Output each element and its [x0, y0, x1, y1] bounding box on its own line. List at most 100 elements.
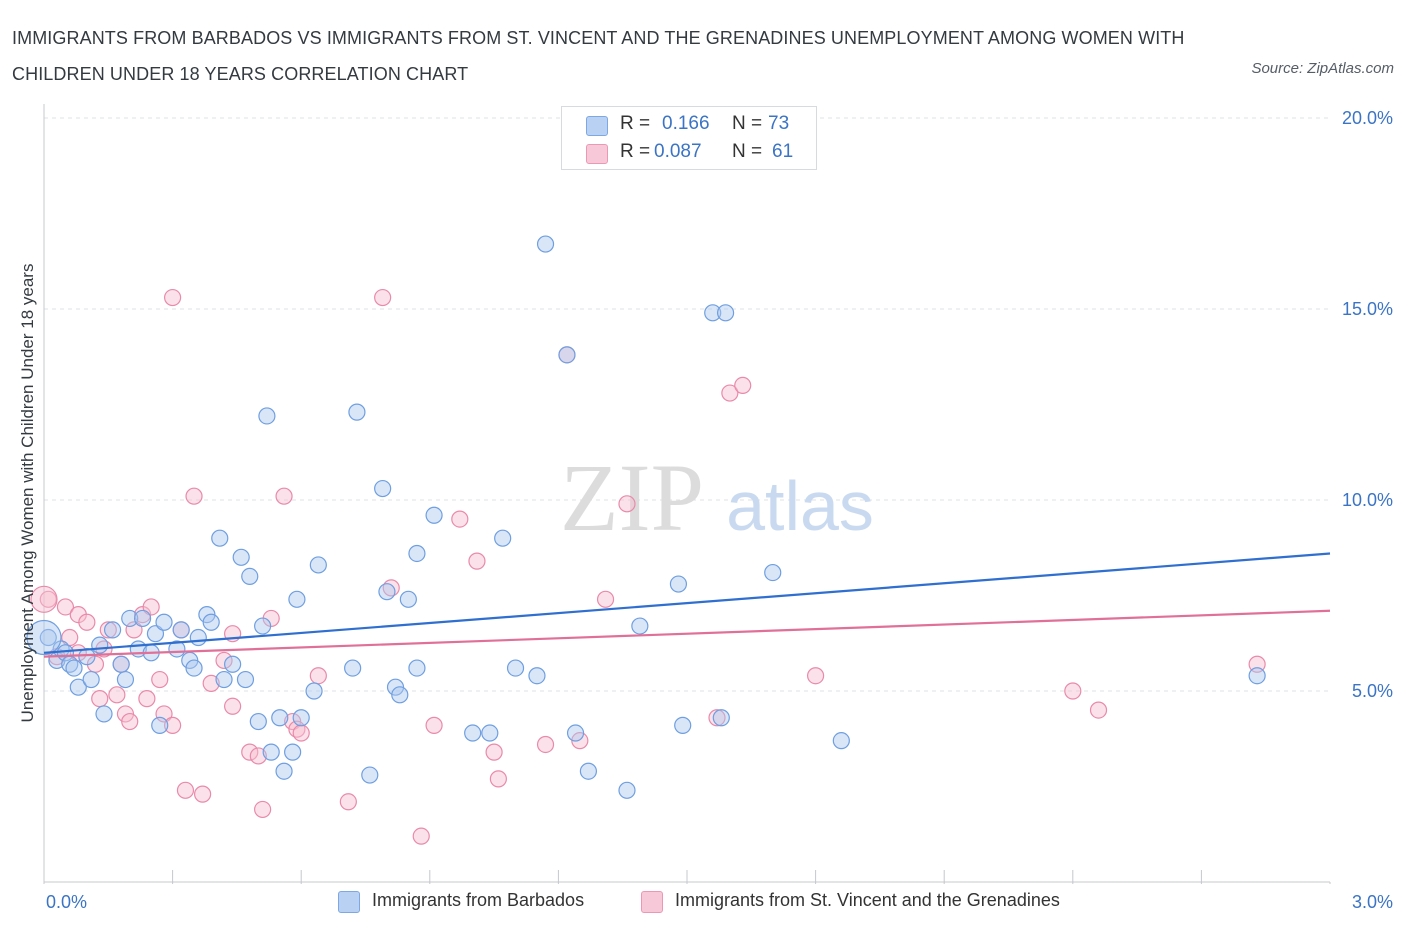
stats-legend: R = 0.166 N = 73 R = 0.087 N = 61 [561, 106, 817, 170]
point-barbados [254, 617, 272, 635]
trend-lines [43, 552, 1331, 658]
point-stvincent [618, 495, 636, 513]
point-barbados [674, 716, 692, 734]
series-blue-points [26, 235, 1266, 799]
point-stvincent [489, 770, 507, 788]
point-barbados [712, 709, 730, 727]
point-stvincent [374, 288, 392, 307]
legend-n-label: N = [732, 141, 763, 162]
point-barbados [189, 628, 207, 647]
point-barbados [391, 686, 409, 704]
point-barbados [566, 724, 585, 742]
point-barbados [481, 724, 499, 742]
point-barbados [344, 659, 362, 677]
legend-r-value: 0.166 [662, 113, 710, 134]
point-stvincent [30, 585, 58, 613]
tick-labels: 5.0% 10.0% 15.0% 20.0% 0.0% 3.0% [46, 108, 1393, 912]
point-stvincent [176, 781, 195, 799]
point-stvincent [451, 510, 469, 528]
point-barbados [288, 590, 306, 608]
point-barbados [241, 567, 259, 586]
point-barbados [211, 529, 229, 547]
point-stvincent [108, 686, 126, 704]
point-barbados [215, 670, 233, 689]
point-barbados [271, 709, 289, 727]
chart-title: IMMIGRANTS FROM BARBADOS VS IMMIGRANTS F… [12, 28, 1185, 84]
point-barbados [408, 659, 426, 677]
point-barbados [284, 743, 302, 761]
series-pink-points [30, 288, 1266, 845]
point-barbados [464, 724, 482, 742]
point-barbados [151, 716, 169, 734]
point-barbados [399, 590, 417, 608]
point-barbados [116, 670, 135, 689]
point-barbados [91, 636, 109, 654]
point-barbados [618, 781, 636, 799]
point-stvincent [56, 598, 75, 616]
point-barbados [262, 743, 280, 761]
watermark: ZIP atlas [560, 444, 874, 551]
legend-n-value: 73 [768, 113, 790, 134]
point-stvincent [275, 487, 293, 505]
point-barbados [528, 667, 546, 685]
point-barbados [425, 506, 443, 524]
point-barbados [292, 709, 310, 727]
point-stvincent [254, 800, 272, 819]
point-barbados [374, 479, 392, 498]
y-tick-label: 15.0% [1342, 299, 1393, 319]
point-stvincent [39, 590, 57, 608]
point-barbados [764, 563, 782, 582]
point-stvincent [1064, 682, 1082, 700]
y-tick-label: 10.0% [1342, 490, 1393, 510]
point-barbados [26, 619, 62, 656]
point-stvincent [485, 743, 503, 761]
point-stvincent [99, 621, 117, 639]
point-barbados [232, 548, 250, 566]
point-barbados [669, 575, 688, 593]
point-stvincent [249, 747, 267, 765]
point-stvincent [142, 598, 160, 616]
legend-r-label: R = [620, 141, 651, 162]
point-barbados [258, 407, 276, 425]
point-stvincent [138, 690, 156, 708]
point-barbados [716, 304, 735, 322]
point-stvincent [194, 785, 212, 803]
point-barbados [348, 403, 366, 421]
point-barbados [82, 670, 100, 689]
point-stvincent [309, 667, 327, 685]
point-barbados [185, 659, 203, 677]
point-stvincent [468, 552, 486, 570]
point-stvincent [596, 590, 615, 608]
point-barbados [832, 732, 850, 750]
point-barbados [631, 617, 649, 635]
point-barbados [146, 625, 165, 643]
point-barbados [704, 304, 722, 322]
point-barbados [155, 613, 173, 631]
point-barbados [378, 583, 396, 601]
point-barbados [506, 659, 525, 677]
legend-swatch-blue [586, 116, 608, 136]
legend-r-label: R = [620, 113, 651, 134]
point-stvincent [224, 697, 242, 715]
point-barbados [249, 712, 267, 731]
point-barbados [224, 655, 242, 673]
point-stvincent [185, 487, 203, 505]
legend-label-barbados: Immigrants from Barbados [372, 890, 585, 910]
point-barbados [494, 529, 512, 547]
trend-line-barbados [43, 552, 1331, 654]
legend-r-value: 0.087 [654, 141, 702, 162]
point-barbados [202, 613, 220, 631]
watermark-atlas: atlas [726, 467, 874, 545]
point-barbados [558, 346, 576, 364]
y-tick-label: 5.0% [1352, 681, 1393, 701]
y-tick-label: 20.0% [1342, 108, 1393, 128]
point-barbados [408, 544, 426, 563]
point-barbados [361, 766, 379, 784]
legend-swatch-pink [641, 891, 663, 913]
point-barbados [69, 678, 87, 696]
point-barbados [309, 556, 327, 574]
axes [43, 104, 1331, 884]
point-barbados [121, 609, 139, 628]
point-barbados [95, 705, 113, 723]
point-stvincent [78, 613, 96, 631]
